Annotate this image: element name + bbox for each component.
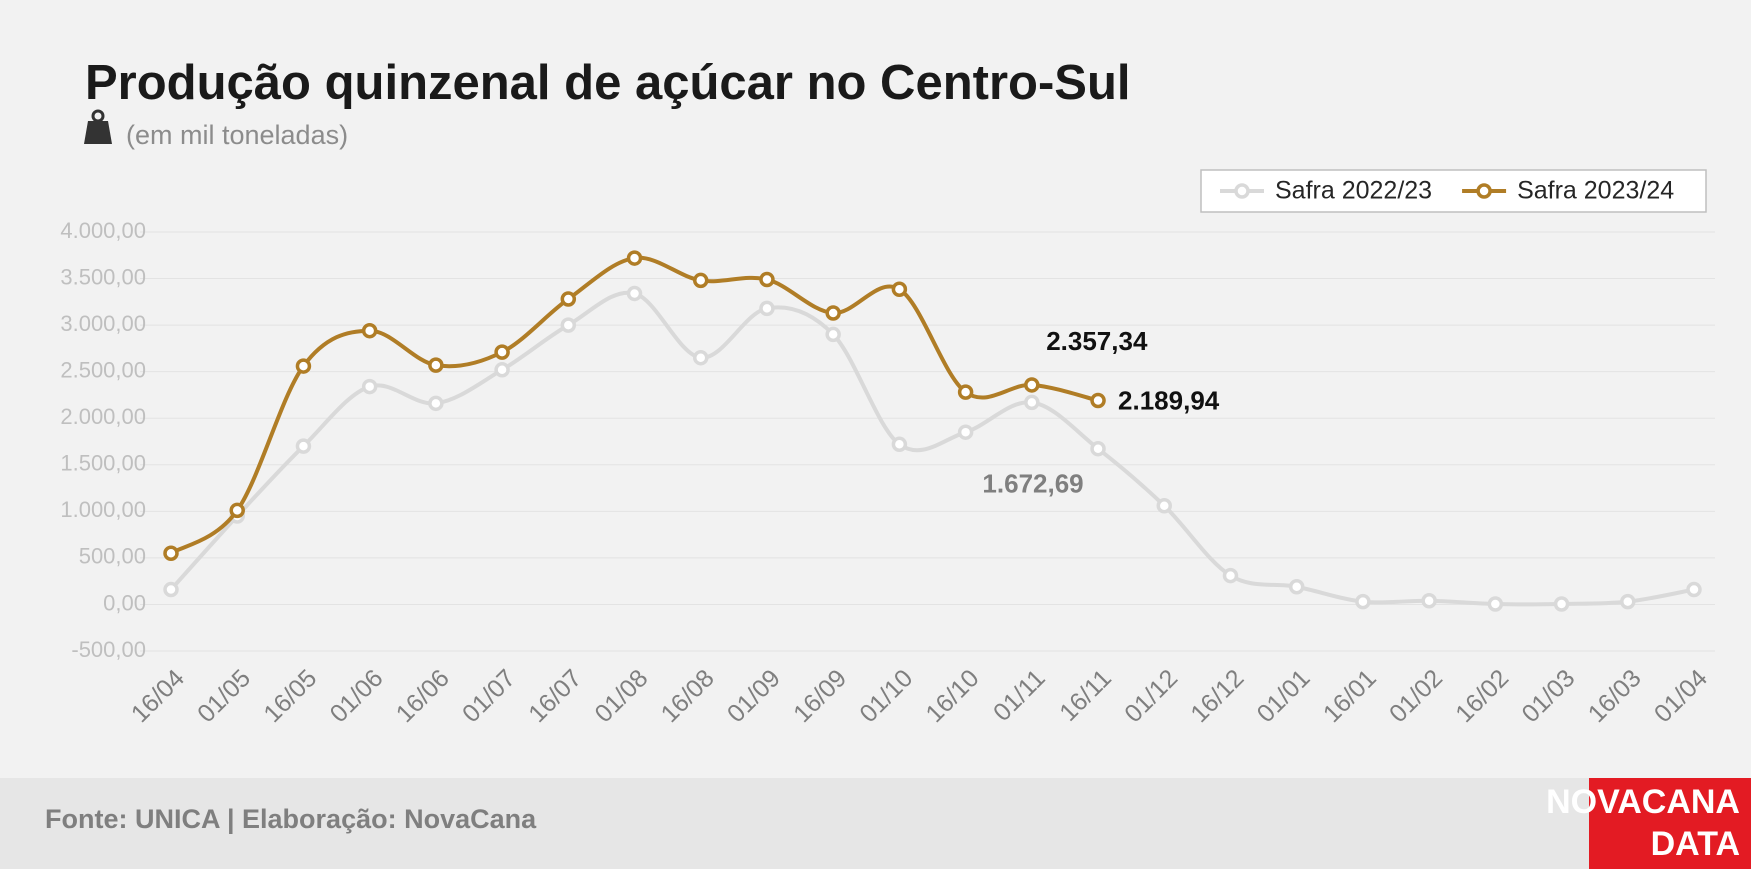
point bbox=[1156, 497, 1173, 514]
point bbox=[229, 502, 245, 519]
point bbox=[560, 291, 577, 307]
legend-marker bbox=[1476, 183, 1492, 199]
y-tick-label: 1.000,00 bbox=[60, 497, 146, 522]
point bbox=[891, 281, 908, 298]
point bbox=[361, 322, 378, 339]
point bbox=[1355, 593, 1371, 610]
chart-title: Produção quinzenal de açúcar no Centro-S… bbox=[85, 56, 1131, 110]
point bbox=[759, 271, 775, 288]
point bbox=[692, 349, 709, 366]
point bbox=[1024, 394, 1040, 411]
point bbox=[626, 285, 643, 302]
value-label: 2.189,94 bbox=[1118, 385, 1220, 415]
y-tick-label: 1.500,00 bbox=[60, 451, 146, 476]
legend-label: Safra 2022/23 bbox=[1275, 177, 1432, 205]
value-label: 1.672,69 bbox=[982, 469, 1083, 499]
point bbox=[825, 305, 841, 321]
y-tick-label: 2.000,00 bbox=[60, 404, 146, 429]
point bbox=[957, 424, 974, 440]
legend-marker bbox=[1234, 183, 1250, 199]
point bbox=[1288, 579, 1305, 595]
point bbox=[361, 378, 378, 395]
point bbox=[1686, 581, 1702, 598]
point bbox=[1222, 567, 1239, 584]
point bbox=[428, 357, 444, 373]
point bbox=[1553, 596, 1570, 612]
y-tick-label: -500,00 bbox=[71, 637, 146, 662]
legend-label: Safra 2023/24 bbox=[1517, 177, 1674, 205]
logo-line: DATA bbox=[1651, 825, 1740, 863]
logo-line: NOVACANA bbox=[1546, 783, 1740, 821]
point bbox=[759, 300, 775, 317]
point bbox=[1090, 392, 1106, 409]
legend: Safra 2022/23 Safra 2023/24 bbox=[1200, 169, 1707, 213]
point bbox=[494, 362, 510, 378]
point bbox=[626, 250, 643, 266]
point bbox=[891, 436, 908, 453]
point bbox=[1090, 440, 1106, 457]
y-tick-label: 3.000,00 bbox=[60, 311, 146, 336]
point bbox=[1487, 596, 1504, 612]
point bbox=[163, 545, 179, 561]
logo-box bbox=[1589, 778, 1751, 869]
y-tick-label: 4.000,00 bbox=[60, 218, 146, 243]
point bbox=[1024, 377, 1040, 393]
point bbox=[825, 326, 841, 343]
point bbox=[1421, 592, 1437, 609]
point bbox=[560, 317, 577, 333]
point bbox=[428, 395, 444, 412]
y-tick-label: 500,00 bbox=[79, 544, 146, 569]
y-tick-label: 0,00 bbox=[103, 590, 146, 615]
value-label: 2.357,34 bbox=[1046, 326, 1148, 356]
y-tick-label: 2.500,00 bbox=[60, 357, 146, 382]
weight-icon bbox=[84, 109, 112, 144]
footer-band bbox=[0, 778, 1751, 869]
point bbox=[295, 358, 312, 374]
y-tick-label: 3.500,00 bbox=[60, 264, 146, 289]
point bbox=[163, 581, 179, 598]
legend-box bbox=[1200, 169, 1707, 213]
point bbox=[692, 272, 709, 289]
point bbox=[295, 438, 312, 454]
point bbox=[494, 344, 510, 360]
point bbox=[957, 384, 974, 400]
point bbox=[1620, 593, 1636, 610]
chart-subtitle: (em mil toneladas) bbox=[126, 120, 348, 150]
source: Fonte: UNICA | Elaboração: NovaCana bbox=[45, 804, 537, 834]
